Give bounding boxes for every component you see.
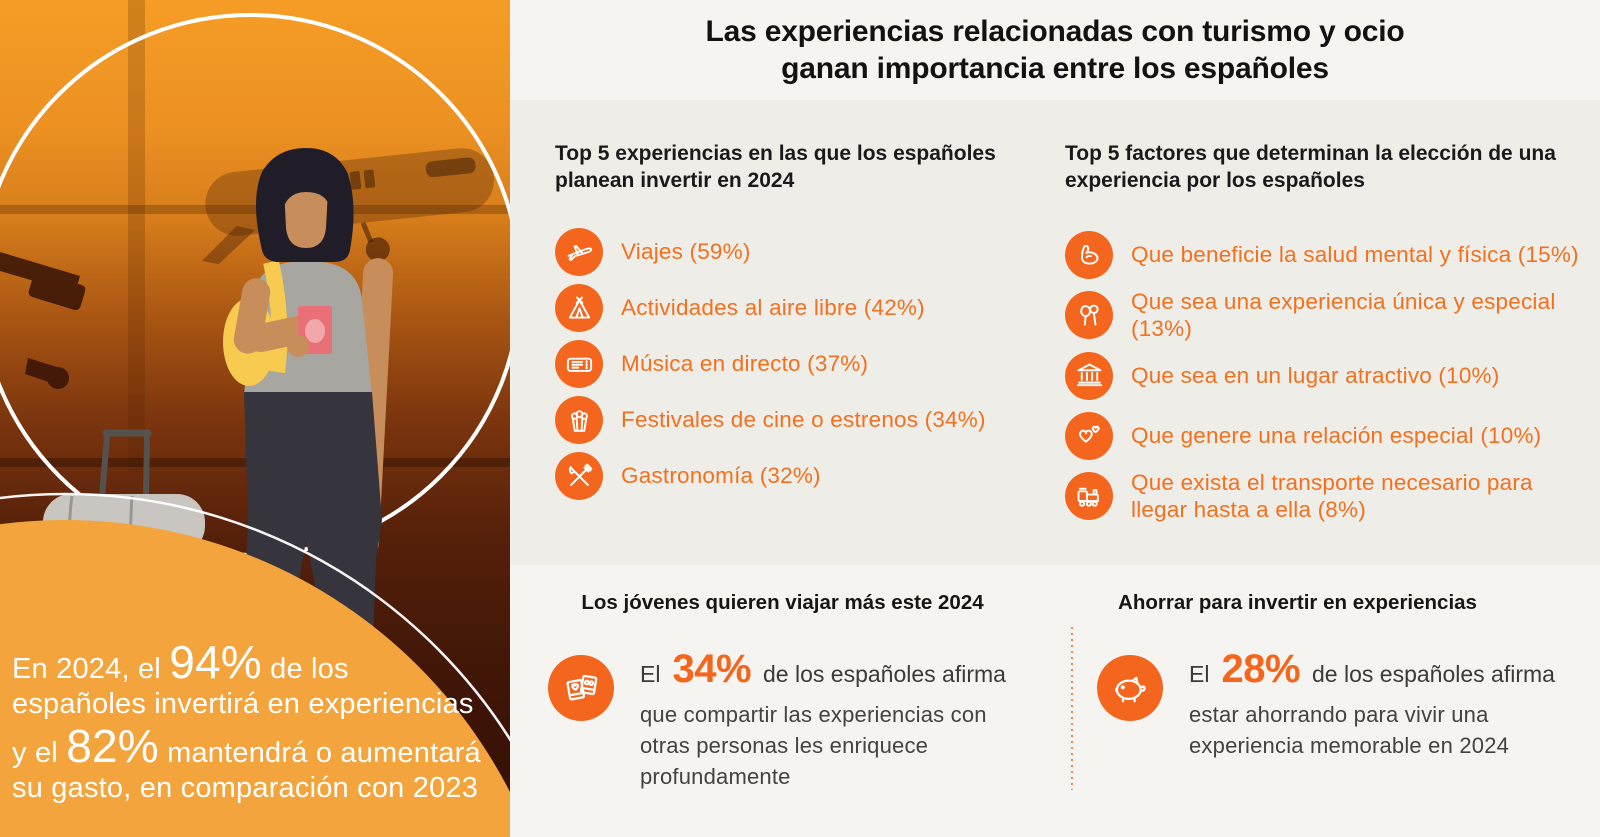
page-title-line2: ganan importancia entre los españoles [781,52,1329,85]
list-item: Que sea en un lugar atractivo (10%) [1065,349,1590,403]
tent-icon [555,284,603,332]
experiences-list: Viajes (59%) Actividades al aire libre (… [555,228,1045,500]
savings-section: Ahorrar para invertir en experiencias [1055,565,1600,837]
museum-icon [1065,351,1113,400]
item-label: Que exista el transporte necesario para … [1131,469,1533,523]
item-label: Que sea en un lugar atractivo (10%) [1131,363,1500,389]
list-item: Viajes (59%) [555,228,1045,276]
item-label: Festivales de cine o estrenos (34%) [621,407,986,433]
experiences-heading: Top 5 experiencias en las que los españo… [555,142,996,193]
factors-heading: Top 5 factores que determinan la elecció… [1065,142,1556,193]
content-panel: Las experiencias relacionadas con turism… [510,0,1600,837]
list-item: Actividades al aire libre (42%) [555,284,1045,332]
list-item: Que beneficie la salud mental y física (… [1065,228,1590,282]
piggy-bank-icon [1097,655,1163,721]
list-item: Gastronomía (32%) [555,452,1045,500]
stat-prefix: El [1189,661,1210,687]
item-label: Viajes (59%) [621,239,751,265]
list-item: Música en directo (37%) [555,340,1045,388]
orange-blob [0,520,510,837]
factors-column: Top 5 factores que determinan la elecció… [1065,140,1590,530]
youth-content: El 34% de los españoles afirma que compa… [548,647,1055,792]
list-item: Que sea una experiencia única y especial… [1065,288,1590,343]
item-label: Gastronomía (32%) [621,463,821,489]
security-camera [0,252,86,389]
savings-body: estar ahorrando para vivir una experienc… [1189,702,1510,758]
item-label: Que sea una experiencia única y especial… [1131,289,1556,342]
hero-text-part: En 2024, el [12,653,170,685]
stat-value: 34% [672,647,752,691]
savings-heading: Ahorrar para invertir en experiencias [1118,591,1477,614]
balloons-icon [1065,291,1113,340]
stat-suffix: de los españoles afirma [763,661,1006,687]
ticket-icon [555,340,603,388]
youth-stat-line: El 34% de los españoles afirma [640,647,1020,692]
muscle-icon [1065,231,1113,279]
stat-prefix: El [640,661,661,687]
cutlery-icon [555,452,603,500]
item-label: Que genere una relación especial (10%) [1131,423,1542,449]
youth-text: El 34% de los españoles afirma que compa… [640,647,1020,792]
savings-content: El 28% de los españoles afirma estar aho… [1097,647,1600,762]
youth-body: que compartir las experiencias con otras… [640,702,987,789]
item-label: Actividades al aire libre (42%) [621,295,925,321]
item-label: Que beneficie la salud mental y física (… [1131,242,1579,268]
list-item: Que genere una relación especial (10%) [1065,409,1590,463]
list-item: Que exista el transporte necesario para … [1065,469,1590,524]
youth-heading: Los jóvenes quieren viajar más este 2024 [581,591,984,614]
stat-94: 94% [169,636,262,688]
item-label: Música en directo (37%) [621,351,869,377]
illustration-panel: En 2024, el 94% de los españoles inverti… [0,0,510,837]
photos-icon [548,655,614,721]
stat-suffix: de los españoles afirma [1312,661,1555,687]
page-title-line1: Las experiencias relacionadas con turism… [705,14,1405,48]
stat-82: 82% [66,719,159,772]
window-mullion [128,0,145,470]
dotted-divider [1071,627,1073,790]
title-band: Las experiencias relacionadas con turism… [510,0,1600,100]
blob-ring [0,492,510,743]
youth-section: Los jóvenes quieren viajar más este 2024 [510,565,1055,837]
list-item: Festivales de cine o estrenos (34%) [555,396,1045,444]
factors-list: Que beneficie la salud mental y física (… [1065,228,1590,524]
hero-text-part: de los españoles invertirá en experienci… [12,653,474,769]
hearts-icon [1065,411,1113,460]
window-frame [0,205,510,214]
savings-text: El 28% de los españoles afirma estar aho… [1189,647,1589,762]
stat-value: 28% [1221,647,1301,691]
hero-text-part: mantendrá o aumentará su gasto, en compa… [12,736,481,805]
top5-section: Top 5 experiencias en las que los españo… [510,100,1600,565]
savings-stat-line: El 28% de los españoles afirma [1189,647,1589,692]
popcorn-icon [555,396,603,444]
traveler-illustration [0,0,510,837]
train-icon [1065,472,1113,521]
hero-stat-text: En 2024, el 94% de los españoles inverti… [12,639,490,807]
experiences-column: Top 5 experiencias en las que los españo… [555,140,1045,508]
airplane-icon [555,228,603,276]
bottom-band: Los jóvenes quieren viajar más este 2024 [510,565,1600,837]
